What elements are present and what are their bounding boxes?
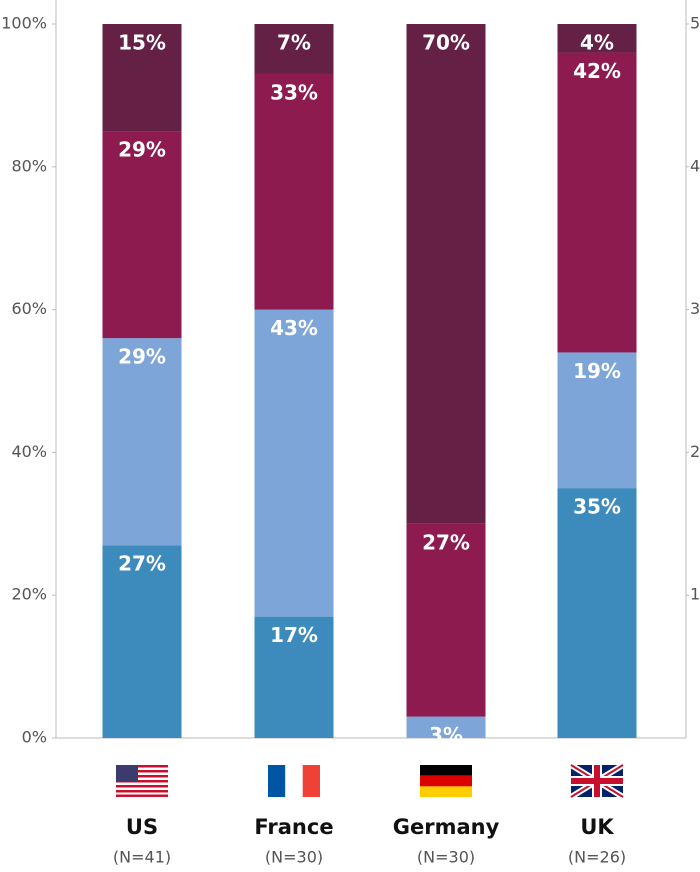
value-label: 29% <box>118 345 166 369</box>
value-label: 70% <box>422 31 470 55</box>
bar-segment <box>254 73 334 310</box>
bar-segment <box>557 52 637 353</box>
bar-segment <box>254 24 334 74</box>
bar-segment <box>102 24 182 132</box>
flag-us <box>116 765 168 797</box>
value-label: 33% <box>270 80 318 104</box>
value-label: 43% <box>270 316 318 340</box>
flag-uk <box>569 762 625 800</box>
x-tick-label: US <box>126 815 158 839</box>
value-label: 27% <box>422 530 470 554</box>
y2-tick-label: 4 <box>690 156 700 175</box>
value-label: 3% <box>429 723 463 747</box>
y2-tick-label: 5 <box>690 14 700 33</box>
bar-segment <box>557 352 637 489</box>
bar-segment <box>254 616 334 738</box>
value-label: 29% <box>118 138 166 162</box>
value-label: 19% <box>573 359 621 383</box>
value-label: 15% <box>118 31 166 55</box>
bar-segment <box>102 545 182 738</box>
bar-segment <box>406 716 486 738</box>
bar-segment <box>406 24 486 524</box>
y-tick-label: 40% <box>11 442 47 461</box>
x-tick-label: Germany <box>393 815 500 839</box>
x-tick-sublabel: (N=41) <box>113 848 171 867</box>
y-tick-label: 0% <box>22 728 47 747</box>
value-label: 35% <box>573 495 621 519</box>
y2-tick-label: 1 <box>690 585 700 604</box>
bar-segment <box>557 24 637 53</box>
bar-segment <box>406 523 486 717</box>
bar-segment <box>102 131 182 339</box>
bar-segment <box>102 338 182 546</box>
flag-france <box>268 765 320 797</box>
bar-segment <box>557 488 637 738</box>
x-tick-label: France <box>254 815 333 839</box>
value-label: 17% <box>270 623 318 647</box>
value-label: 4% <box>580 31 614 55</box>
x-tick-sublabel: (N=30) <box>417 848 475 867</box>
x-tick-sublabel: (N=26) <box>568 848 626 867</box>
y-tick-label: 100% <box>1 14 47 33</box>
x-tick-label: UK <box>580 815 614 839</box>
flag-germany <box>420 765 472 797</box>
y2-tick-label: 3 <box>690 299 700 318</box>
value-label: 7% <box>277 31 311 55</box>
bar-segment <box>254 309 334 617</box>
y-tick-label: 20% <box>11 585 47 604</box>
value-label: 27% <box>118 552 166 576</box>
y2-tick-label: 2 <box>690 442 700 461</box>
value-label: 42% <box>573 59 621 83</box>
y-tick-label: 60% <box>11 299 47 318</box>
y-tick-label: 80% <box>11 156 47 175</box>
x-tick-sublabel: (N=30) <box>265 848 323 867</box>
